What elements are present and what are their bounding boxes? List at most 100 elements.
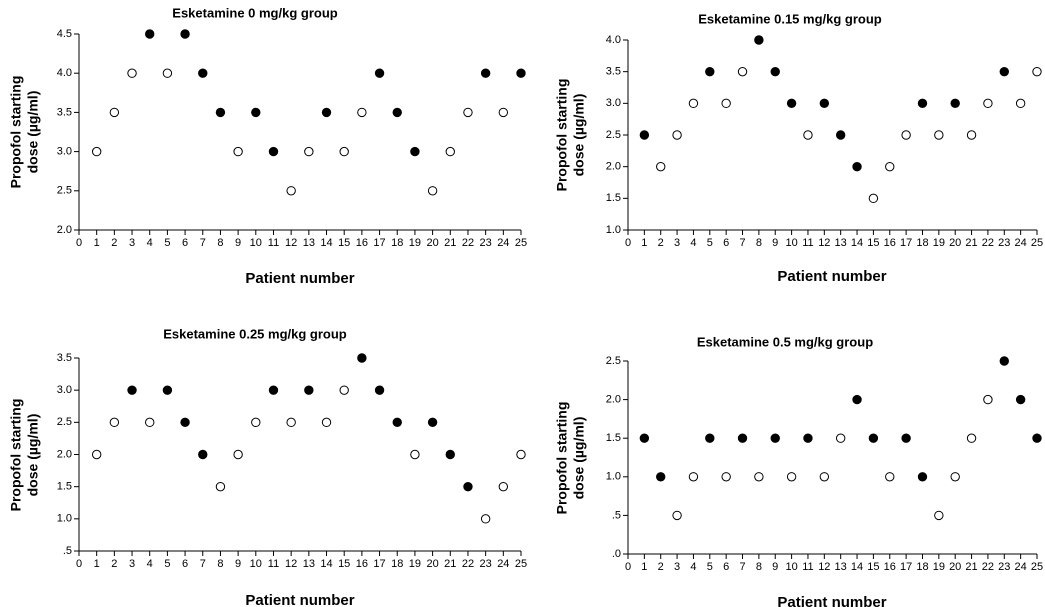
chart-1-x-tick-label: 20 <box>426 237 438 249</box>
chart-3-x-tick-label: 7 <box>200 558 206 570</box>
chart-4-open-point <box>721 472 731 482</box>
chart-3-filled-point <box>427 417 438 428</box>
chart-2-y-axis-label-line-1: Propofol starting <box>554 79 570 192</box>
chart-1-open-point <box>286 186 296 196</box>
chart-1-open-point <box>445 146 455 157</box>
chart-1-open-point <box>162 68 173 78</box>
chart-1-filled-point <box>180 29 190 39</box>
chart-1-x-tick-label: 2 <box>111 237 117 249</box>
chart-2-x-tick-label: 21 <box>965 237 977 249</box>
chart-2-x-tick-label: 1 <box>641 237 647 249</box>
chart-2-x-tick-label: 8 <box>756 237 762 249</box>
chart-1-open-point <box>127 68 137 78</box>
chart-4-filled-point <box>999 356 1009 366</box>
chart-1-filled-point <box>480 68 491 78</box>
chart-4-open-point <box>835 433 846 443</box>
chart-4-x-tick-label: 1 <box>641 561 647 573</box>
chart-2-open-point <box>983 98 993 109</box>
chart-3-y-tick-label: 3.0 <box>57 384 72 396</box>
chart-2-open-point <box>721 98 731 109</box>
chart-2-x-tick-label: 24 <box>1015 237 1027 249</box>
chart-2-y-tick-label: 4.0 <box>606 34 621 46</box>
chart-2-x-tick-label: 17 <box>900 237 912 249</box>
chart-2-y-axis-label-line-2: dose (µg/ml) <box>571 94 587 177</box>
chart-3-filled-point <box>268 385 279 395</box>
chart-1-x-tick-label: 22 <box>462 237 474 249</box>
chart-4-x-tick-label: 20 <box>949 561 961 573</box>
chart-3-open-point <box>91 449 102 460</box>
chart-4-x-tick-label: 14 <box>851 561 863 573</box>
chart-1-x-tick-label: 5 <box>164 237 170 249</box>
chart-3-y-tick-label: 3.5 <box>57 352 72 364</box>
chart-2-x-tick-label: 23 <box>998 237 1010 249</box>
chart-1-x-tick-label: 24 <box>497 237 509 249</box>
chart-2-filled-point <box>705 66 715 77</box>
chart-1-x-tick-label: 8 <box>217 237 223 249</box>
chart-2-open-point <box>803 130 813 140</box>
chart-3-open-point <box>516 449 526 460</box>
chart-1-x-tick-label: 0 <box>76 237 82 249</box>
chart-2-filled-point <box>950 98 960 109</box>
chart-3-x-tick-label: 18 <box>391 558 403 570</box>
chart-4-x-tick-label: 3 <box>674 561 680 573</box>
chart-4-filled-point <box>770 433 780 443</box>
chart-3-x-tick-label: 21 <box>444 558 456 570</box>
chart-2-x-tick-label: 19 <box>933 237 945 249</box>
chart-1-open-point <box>91 146 102 157</box>
chart-1-filled-point <box>321 107 332 118</box>
chart-4-x-tick-label: 21 <box>965 561 977 573</box>
chart-3-open-point <box>145 417 155 428</box>
chart-4-x-tick-label: 11 <box>802 561 813 573</box>
chart-1-open-point <box>498 107 509 118</box>
chart-3-open-point <box>321 417 332 428</box>
chart-3-filled-point <box>304 385 314 395</box>
chart-1-x-tick-label: 1 <box>94 237 100 249</box>
chart-2-x-tick-label: 15 <box>867 237 879 249</box>
chart-4-x-tick-label: 25 <box>1031 561 1043 573</box>
chart-3-open-point <box>339 385 349 395</box>
chart-3-x-axis-label: Patient number <box>245 592 354 607</box>
chart-3-x-tick-label: 4 <box>147 558 153 570</box>
chart-2-filled-point <box>639 130 650 140</box>
chart-2-x-tick-label: 9 <box>772 237 778 249</box>
chart-2-x-tick-label: 11 <box>802 237 813 249</box>
chart-3-x-tick-label: 19 <box>409 558 421 570</box>
chart-1-filled-point <box>215 107 226 118</box>
chart-4-x-tick-label: 16 <box>884 561 896 573</box>
chart-1-x-tick-label: 7 <box>200 237 206 249</box>
chart-3-y-tick-label: 1.5 <box>57 481 72 493</box>
chart-2-filled-point <box>819 98 830 109</box>
chart-2-open-point <box>688 98 699 109</box>
chart-1-x-tick-label: 4 <box>147 237 153 249</box>
chart-2-x-tick-label: 3 <box>674 237 680 249</box>
chart-1-x-tick-label: 13 <box>303 237 315 249</box>
chart-4-filled-point <box>917 472 928 482</box>
chart-3-y-axis-label-line-1: Propofol starting <box>8 399 24 512</box>
chart-1-x-tick-label: 18 <box>391 237 403 249</box>
chart-3-x-tick-label: 2 <box>111 558 117 570</box>
chart-2-filled-point <box>917 98 928 109</box>
chart-2-x-tick-label: 4 <box>690 237 696 249</box>
chart-4-title: Esketamine 0.5 mg/kg group <box>697 334 873 349</box>
chart-3-filled-point <box>180 417 190 428</box>
chart-4-open-point <box>672 510 682 521</box>
chart-2-open-point <box>672 130 682 140</box>
chart-2-y-tick-label: 2.0 <box>606 161 621 173</box>
chart-2-x-tick-label: 16 <box>884 237 896 249</box>
chart-2-x-tick-label: 7 <box>739 237 745 249</box>
chart-2-x-tick-label: 18 <box>916 237 928 249</box>
chart-1-x-tick-label: 12 <box>285 237 297 249</box>
chart-4-filled-point <box>868 433 879 443</box>
chart-2-x-tick-label: 14 <box>851 237 863 249</box>
chart-1-y-tick-label: 4.0 <box>57 67 72 79</box>
chart-2-x-axis-label: Patient number <box>777 268 886 285</box>
chart-4-x-tick-label: 17 <box>900 561 912 573</box>
chart-4-filled-point <box>803 433 813 443</box>
chart-2-filled-point <box>835 130 846 140</box>
chart-1-x-tick-label: 3 <box>129 237 135 249</box>
chart-4-x-tick-label: 22 <box>982 561 994 573</box>
chart-1-x-tick-label: 21 <box>444 237 456 249</box>
chart-3-open-point <box>215 481 226 492</box>
chart-2-open-point <box>966 130 977 140</box>
chart-2-open-point <box>1032 66 1042 77</box>
